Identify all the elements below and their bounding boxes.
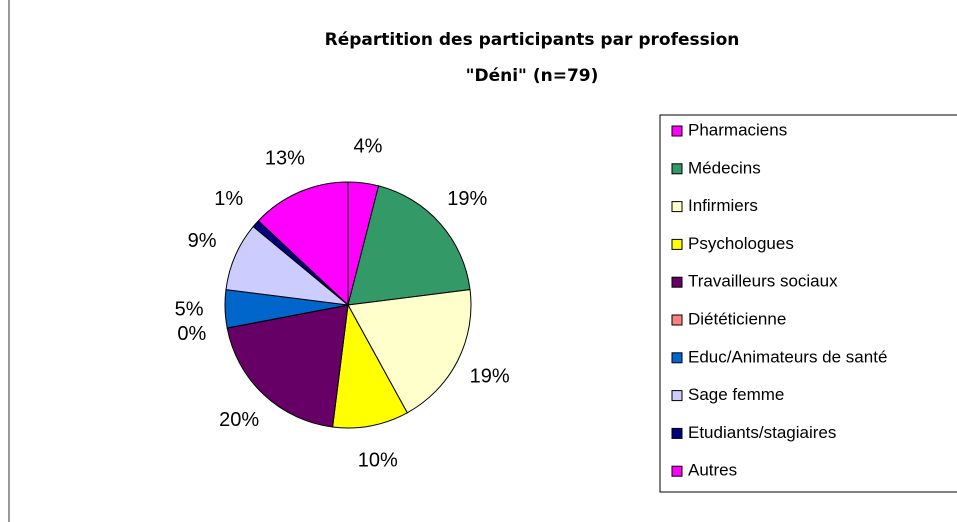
data-label: 13% <box>265 147 305 169</box>
legend-swatch <box>671 427 683 439</box>
data-label: 19% <box>447 188 487 210</box>
legend-label: Autres <box>688 461 737 480</box>
legend-swatch <box>671 125 683 137</box>
legend-label: Diététicienne <box>688 309 786 328</box>
legend-label: Médecins <box>688 158 761 177</box>
legend-swatch <box>671 314 683 326</box>
pie-slice <box>347 289 472 414</box>
legend-label: Pharmaciens <box>688 120 787 139</box>
legend-swatch <box>671 390 683 402</box>
data-label: 4% <box>353 136 382 158</box>
legend-swatch <box>671 238 683 250</box>
pie-slice <box>257 181 349 307</box>
legend-label: Etudiants/stagiaires <box>688 423 836 442</box>
chart-subtitle: "Déni" (n=79) <box>466 66 599 86</box>
data-label: 10% <box>358 449 398 471</box>
chart-title: Répartition des participants par profess… <box>325 30 740 50</box>
data-label: 19% <box>470 365 510 387</box>
data-label: 1% <box>214 188 243 210</box>
data-label: 20% <box>219 409 259 431</box>
legend-label: Travailleurs sociaux <box>688 272 838 291</box>
legend-label: Sage femme <box>688 385 784 404</box>
legend-swatch <box>671 201 683 213</box>
legend-label: Psychologues <box>688 234 794 253</box>
data-label: 9% <box>188 230 217 252</box>
legend-label: Educ/Animateurs de santé <box>688 347 887 366</box>
legend-label: Infirmiers <box>688 196 758 215</box>
legend-swatch <box>671 276 683 288</box>
data-label: 0% <box>177 323 206 345</box>
legend-box <box>659 114 957 493</box>
pie-slice <box>226 304 349 428</box>
pie-slice <box>332 303 408 429</box>
legend-swatch <box>671 352 683 364</box>
legend-swatch <box>671 465 683 477</box>
data-label: 5% <box>175 298 204 320</box>
legend-swatch <box>671 163 683 175</box>
pie-slice <box>347 185 471 306</box>
